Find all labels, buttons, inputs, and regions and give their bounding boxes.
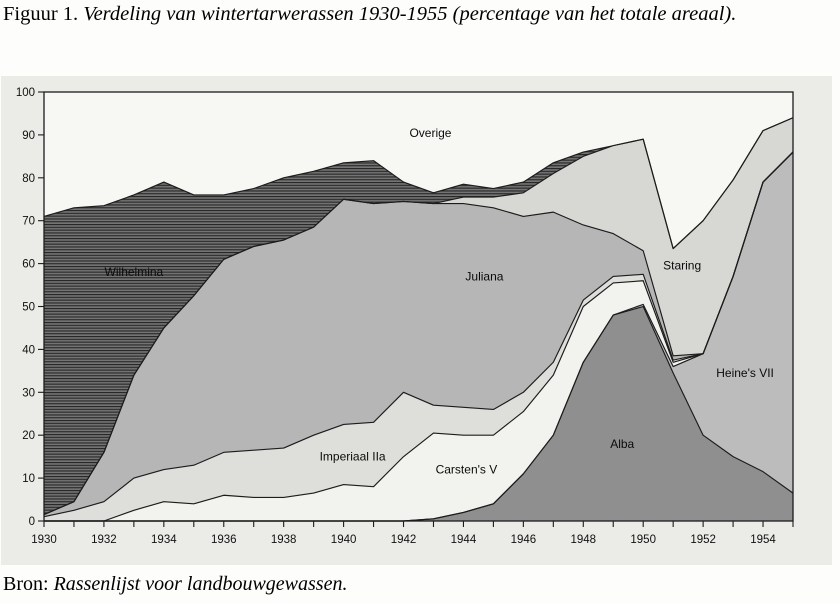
boundary-wilhelmina <box>43 117 794 250</box>
figure-source-prefix: Bron: <box>3 573 49 595</box>
y-tick-label: 30 <box>22 387 35 399</box>
y-tick-label: 0 <box>29 516 35 528</box>
y-tick-label: 90 <box>22 130 35 142</box>
x-tick-label: 1946 <box>511 534 537 546</box>
boundary-imperiaal-iia <box>43 151 794 518</box>
x-tick-label: 1936 <box>211 534 237 546</box>
x-tick-label: 1944 <box>451 534 477 546</box>
y-tick-label: 20 <box>22 430 35 442</box>
x-tick-label: 1952 <box>690 534 716 546</box>
area-wilhelmina <box>44 117 793 515</box>
x-tick-label: 1954 <box>750 534 776 546</box>
x-tick-label: 1950 <box>630 534 656 546</box>
label-imperiaal-iia: Imperiaal IIa <box>320 450 386 464</box>
label-wilhelmina: Wilhelmina <box>105 265 164 279</box>
label-heine-s-vii: Heine's VII <box>716 366 774 380</box>
x-tick-label: 1932 <box>91 534 117 546</box>
figure-source: Bron: Rassenlijst voor landbouwgewassen. <box>3 573 703 596</box>
x-tick-label: 1934 <box>151 534 177 546</box>
x-tick-label: 1942 <box>391 534 417 546</box>
area-juliana <box>44 152 793 517</box>
label-juliana: Juliana <box>465 269 503 283</box>
y-tick-label: 100 <box>16 87 35 99</box>
label-carsten-s-v: Carsten's V <box>436 463 498 477</box>
area-carsten-s-v <box>44 152 793 521</box>
label-overige: Overige <box>409 126 451 140</box>
area-staring <box>44 117 793 515</box>
area-alba <box>44 306 793 521</box>
figure-caption-title: Verdeling van wintertarwerassen 1930-195… <box>83 3 737 25</box>
y-tick-label: 10 <box>22 473 35 485</box>
x-tick-label: 1940 <box>331 534 357 546</box>
y-tick-label: 70 <box>22 216 35 228</box>
y-tick-label: 60 <box>22 259 35 271</box>
figure-source-text: Rassenlijst voor landbouwgewassen. <box>53 573 348 595</box>
y-tick-label: 50 <box>22 302 35 314</box>
x-tick-label: 1938 <box>271 534 297 546</box>
label-staring: Staring <box>663 259 701 273</box>
label-alba: Alba <box>610 437 634 451</box>
x-tick-label: 1948 <box>570 534 596 546</box>
figure-caption: Figuur 1. Verdeling van wintertarwerasse… <box>3 1 781 28</box>
x-tick-label: 1930 <box>31 534 57 546</box>
boundary-carsten-s-v <box>44 151 794 522</box>
y-tick-label: 40 <box>22 344 35 356</box>
figure-caption-prefix: Figuur 1. <box>3 3 79 25</box>
y-tick-label: 80 <box>22 173 35 185</box>
